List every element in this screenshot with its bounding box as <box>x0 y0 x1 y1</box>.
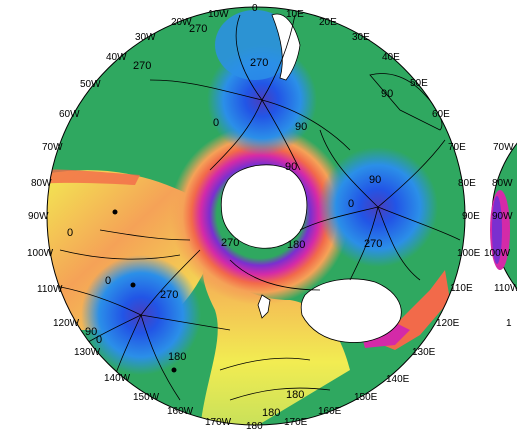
warm-band-south <box>200 260 350 425</box>
lon-label: 130W <box>74 347 101 358</box>
dot <box>112 209 118 215</box>
contour-label: 90 <box>369 174 381 186</box>
lon-label: 160W <box>167 406 194 417</box>
contour-label: 270 <box>221 237 239 249</box>
lon-label: 30E <box>352 32 370 43</box>
map-border <box>46 6 466 426</box>
land-islands-nz <box>257 294 271 319</box>
lon-label: 10E <box>286 9 304 20</box>
contour-label: 90 <box>85 326 97 338</box>
land-antarctica <box>220 164 308 249</box>
lon-label: 20E <box>319 17 337 28</box>
lon-label: 90W <box>28 211 49 222</box>
dot <box>171 367 177 373</box>
lon-label: 80E <box>458 178 476 189</box>
lon-label: 80W <box>31 178 52 189</box>
lon-label: 70E <box>448 142 466 153</box>
neighbour-lon-label: 90W <box>492 211 513 222</box>
contour-label: 270 <box>189 23 207 35</box>
contour-label: 270 <box>250 57 268 69</box>
lon-label: 100W <box>27 248 54 259</box>
lon-label: 90E <box>462 211 480 222</box>
contour-label: 0 <box>67 227 73 239</box>
lon-label: 40E <box>382 52 400 63</box>
neighbour-lon-label: 70W <box>493 142 514 153</box>
lon-label: 30W <box>135 32 156 43</box>
lon-label: 70W <box>42 142 63 153</box>
lon-label: 40W <box>106 52 127 63</box>
lon-label: 50E <box>410 78 428 89</box>
land-top-right <box>369 73 443 131</box>
contour-label: 180 <box>286 389 304 401</box>
contour-label: 270 <box>133 60 151 72</box>
lon-label: 50W <box>80 79 101 90</box>
land-south-america <box>47 169 140 185</box>
lon-label: 110W <box>37 284 63 295</box>
contour-label: 0 <box>96 334 102 346</box>
contour-label: 90 <box>285 161 297 173</box>
contour-label: 180 <box>262 407 280 419</box>
neighbour-lon-label: 100W <box>484 248 511 259</box>
lon-label: 140W <box>104 373 131 384</box>
lon-label: 10W <box>208 9 229 20</box>
lon-label: 140E <box>386 374 410 385</box>
blue-region-top <box>215 10 295 80</box>
longitude-labels: 0 10E 20E 30E 40E 50E 60E 70E 80E 90E 10… <box>27 3 481 432</box>
lon-label: 120E <box>436 318 460 329</box>
contour-label: 180 <box>287 239 305 251</box>
neighbour-lon-label: 1 <box>506 318 512 329</box>
lon-label: 0 <box>252 3 258 14</box>
lon-label: 60E <box>432 109 450 120</box>
lon-label: 100E <box>457 248 481 259</box>
contour-label: 90 <box>381 88 393 100</box>
lon-label: 130E <box>412 347 436 358</box>
neighbour-labels: 70W 80W 90W 100W 110W 1 <box>484 142 517 329</box>
lon-label: 150W <box>133 392 160 403</box>
lon-label: 20W <box>171 17 192 28</box>
dot <box>130 282 136 288</box>
lon-label: 160E <box>318 406 342 417</box>
lon-label: 180 <box>246 421 263 432</box>
lon-label: 60W <box>59 109 80 120</box>
land-australia <box>300 278 402 343</box>
lon-label: 120W <box>53 318 80 329</box>
lon-label: 170E <box>284 417 308 428</box>
contour-label: 0 <box>213 117 219 129</box>
neighbour-lon-label: 80W <box>492 178 513 189</box>
land-africa <box>271 13 301 81</box>
contour-label: 270 <box>160 289 178 301</box>
lon-label: 110E <box>450 283 473 294</box>
neighbour-disc <box>490 142 517 290</box>
contour-label: 270 <box>364 238 382 250</box>
contour-label: 0 <box>105 275 111 287</box>
contour-label: 180 <box>168 351 186 363</box>
contour-label: 0 <box>348 198 354 210</box>
lon-label: 150E <box>354 392 378 403</box>
contour-label: 90 <box>295 121 307 133</box>
contour-labels: 270 270 270 0 90 90 90 90 0 0 270 180 27… <box>67 23 393 419</box>
lon-label: 170W <box>205 417 232 428</box>
neighbour-lon-label: 110W <box>494 283 517 294</box>
